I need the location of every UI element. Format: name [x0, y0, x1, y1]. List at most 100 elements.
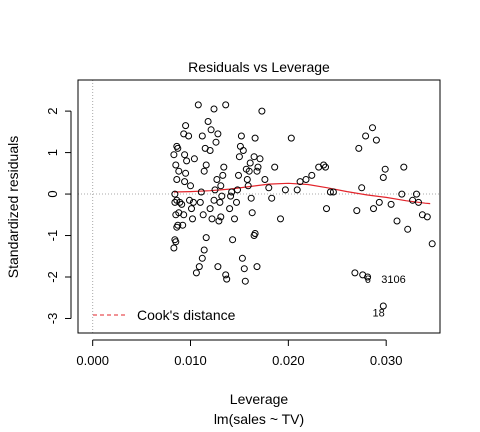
data-point: [214, 130, 222, 138]
data-point: [208, 215, 216, 223]
outlier-label: 6: [365, 274, 371, 286]
data-point: [415, 198, 422, 206]
data-point: [379, 174, 387, 181]
data-point: [253, 167, 261, 175]
point-labels: 6 3106 18: [365, 274, 406, 319]
data-point: [181, 178, 189, 186]
data-point: [171, 198, 179, 206]
data-point: [198, 132, 206, 140]
data-point: [213, 176, 221, 183]
data-point: [207, 126, 215, 134]
data-point: [281, 186, 289, 194]
plot-frame: [77, 79, 441, 334]
data-point: [212, 138, 220, 146]
x-axis-title: Leverage: [230, 391, 289, 407]
y-axis-title: Standardized residuals: [5, 136, 21, 278]
data-point: [253, 263, 261, 271]
data-point: [175, 167, 183, 175]
data-point: [237, 132, 245, 140]
data-point: [353, 207, 361, 215]
outlier-label: 3106: [381, 274, 405, 286]
data-point: [189, 198, 197, 206]
data-point: [256, 155, 264, 163]
data-point: [409, 196, 417, 204]
data-point: [189, 215, 196, 223]
data-point: [248, 209, 256, 217]
data-point: [202, 161, 210, 169]
data-point: [400, 163, 408, 171]
data-point: [227, 192, 235, 200]
data-point: [323, 205, 330, 213]
data-point: [202, 234, 210, 242]
data-point: [206, 205, 214, 213]
x-tick-label: 0.030: [370, 353, 403, 368]
smooth-curve-layer: [173, 182, 431, 205]
data-point: [238, 254, 246, 262]
x-axis: 0.000 0.010 0.020 0.030: [76, 339, 403, 368]
data-point: [185, 132, 193, 140]
data-point: [246, 159, 254, 167]
data-point: [228, 188, 236, 196]
outlier-label: 18: [373, 307, 385, 319]
data-point: [200, 167, 208, 175]
data-point: [174, 221, 182, 229]
data-point: [370, 205, 377, 213]
data-point: [233, 198, 240, 206]
legend-label: Cook's distance: [137, 307, 236, 323]
data-point: [234, 186, 241, 194]
data-point: [190, 155, 198, 163]
data-point: [375, 198, 383, 206]
data-point: [293, 186, 301, 194]
data-point: [398, 190, 406, 198]
data-point: [204, 118, 212, 125]
data-point: [250, 153, 258, 161]
data-point: [235, 153, 243, 161]
data-point: [364, 273, 372, 281]
data-point: [326, 188, 334, 196]
data-point: [182, 169, 190, 177]
data-point: [170, 244, 178, 252]
y-tick-label: -1: [45, 230, 60, 242]
data-point: [265, 184, 273, 192]
smooth-fit-line: [173, 182, 431, 205]
data-point: [235, 171, 242, 179]
data-point: [239, 147, 247, 154]
data-point: [250, 232, 258, 239]
data-point: [226, 205, 234, 213]
data-point: [372, 136, 380, 144]
y-axis: -3 -2 -1 0 1 2: [45, 107, 72, 324]
x-tick-label: 0.010: [174, 353, 207, 368]
data-point: [271, 163, 279, 171]
data-point: [170, 151, 178, 159]
data-point: [302, 176, 310, 183]
data-point: [261, 176, 269, 183]
data-point: [171, 190, 179, 198]
data-point: [172, 161, 180, 169]
data-point: [181, 151, 189, 159]
data-point: [320, 161, 328, 169]
data-point: [222, 101, 230, 109]
data-point: [192, 269, 200, 277]
data-point: [171, 236, 179, 244]
model-formula-label: lm(sales ~ TV): [214, 411, 304, 427]
data-point: [244, 182, 252, 190]
data-point: [176, 198, 184, 206]
data-point: [179, 221, 187, 229]
data-point: [180, 211, 188, 219]
y-tick-label: 1: [45, 149, 60, 156]
data-point: [186, 196, 193, 204]
data-point: [277, 215, 284, 223]
data-point: [387, 200, 395, 208]
legend: Cook's distance: [93, 307, 236, 323]
data-point: [231, 215, 238, 223]
data-point: [210, 105, 218, 113]
data-point: [245, 167, 253, 175]
data-point: [358, 184, 366, 192]
data-point: [240, 265, 248, 273]
data-point: [211, 186, 219, 194]
data-points: [170, 101, 436, 310]
y-tick-label: 0: [45, 190, 60, 197]
data-point: [173, 176, 181, 183]
